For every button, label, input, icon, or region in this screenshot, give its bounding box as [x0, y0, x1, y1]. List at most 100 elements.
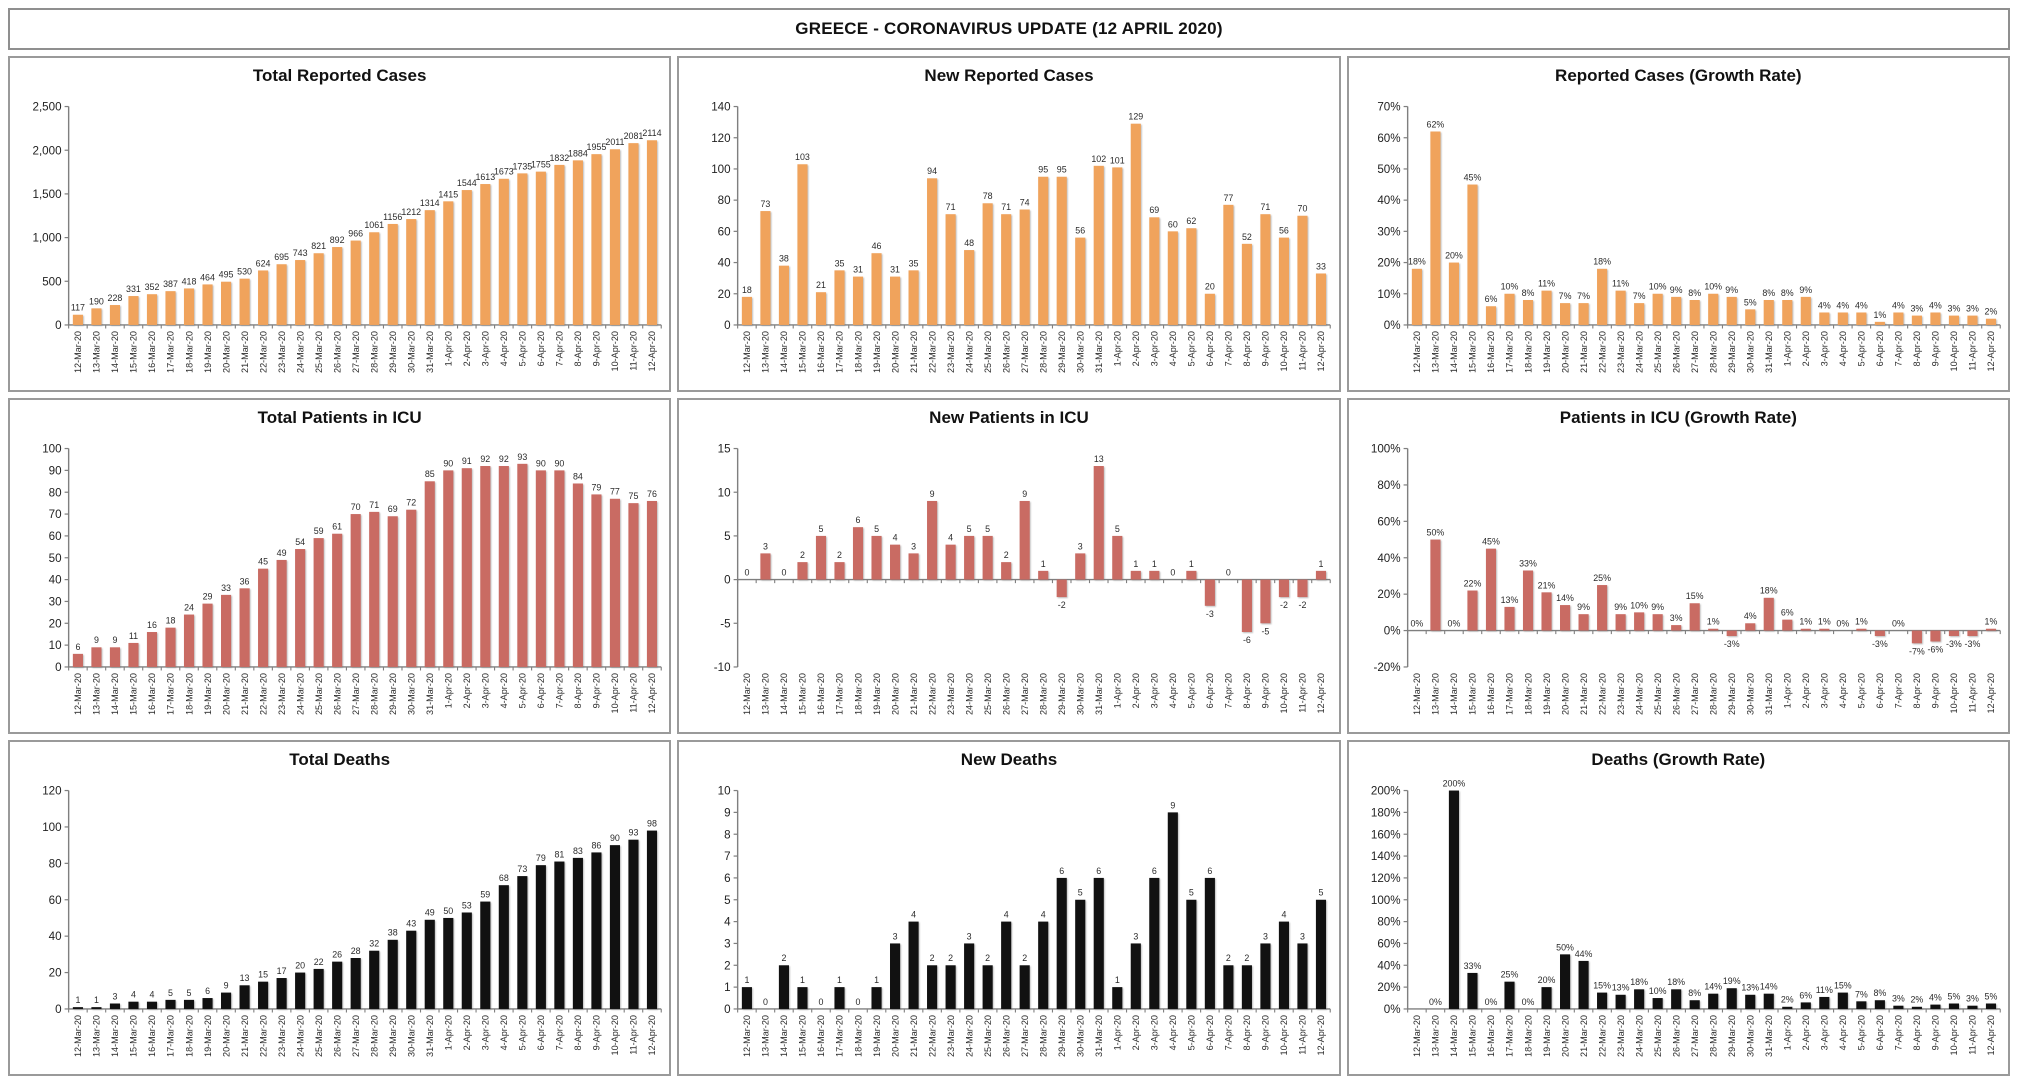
svg-text:530: 530 — [237, 267, 252, 277]
svg-text:1832: 1832 — [550, 153, 570, 163]
svg-text:0: 0 — [724, 574, 730, 587]
svg-text:61: 61 — [332, 522, 342, 532]
svg-text:17-Mar-20: 17-Mar-20 — [1504, 673, 1514, 715]
svg-text:12-Apr-20: 12-Apr-20 — [1317, 1015, 1327, 1055]
svg-text:72: 72 — [406, 498, 416, 508]
svg-text:71: 71 — [1002, 202, 1012, 212]
svg-text:12-Apr-20: 12-Apr-20 — [1986, 673, 1996, 713]
svg-text:11%: 11% — [1538, 279, 1555, 289]
svg-text:7-Apr-20: 7-Apr-20 — [1224, 673, 1234, 708]
svg-text:40: 40 — [49, 574, 62, 587]
svg-text:12-Mar-20: 12-Mar-20 — [1412, 673, 1422, 715]
svg-text:70: 70 — [1298, 204, 1308, 214]
chart-title: New Deaths — [960, 750, 1058, 769]
page-title-bar: GREECE - CORONAVIRUS UPDATE (12 APRIL 20… — [8, 8, 2010, 50]
svg-text:21-Mar-20: 21-Mar-20 — [909, 1015, 919, 1057]
svg-text:20%: 20% — [1377, 588, 1400, 601]
svg-text:-20%: -20% — [1373, 661, 1400, 674]
svg-text:9: 9 — [94, 635, 99, 645]
svg-text:22-Mar-20: 22-Mar-20 — [1597, 673, 1607, 715]
svg-text:33%: 33% — [1463, 961, 1481, 971]
svg-text:93: 93 — [517, 452, 527, 462]
svg-text:3-Apr-20: 3-Apr-20 — [481, 673, 491, 708]
svg-text:20-Mar-20: 20-Mar-20 — [1560, 673, 1570, 715]
svg-text:15-Mar-20: 15-Mar-20 — [1467, 331, 1477, 373]
svg-text:12-Apr-20: 12-Apr-20 — [647, 673, 657, 713]
svg-text:10-Apr-20: 10-Apr-20 — [1280, 673, 1290, 713]
svg-text:11%: 11% — [1612, 279, 1629, 289]
svg-text:4%: 4% — [1855, 300, 1868, 310]
svg-text:0: 0 — [724, 319, 730, 332]
svg-text:4: 4 — [948, 533, 953, 543]
svg-text:3: 3 — [1134, 931, 1139, 941]
svg-text:4: 4 — [911, 910, 916, 920]
svg-text:4%: 4% — [1836, 300, 1849, 310]
svg-text:31-Mar-20: 31-Mar-20 — [1764, 331, 1774, 373]
svg-text:0: 0 — [55, 319, 61, 332]
svg-text:5: 5 — [724, 894, 730, 907]
svg-text:14-Mar-20: 14-Mar-20 — [780, 1015, 790, 1057]
svg-text:418: 418 — [182, 276, 197, 286]
svg-text:101: 101 — [1110, 155, 1125, 165]
svg-text:11-Apr-20: 11-Apr-20 — [1967, 673, 1977, 713]
svg-text:18-Mar-20: 18-Mar-20 — [854, 1015, 864, 1057]
svg-text:1415: 1415 — [438, 189, 458, 199]
chart-panel-reported-cases-growth-rate: Reported Cases (Growth Rate) 0% 10% 20% 30%… — [1346, 56, 2010, 392]
svg-text:13-Mar-20: 13-Mar-20 — [92, 331, 102, 373]
svg-text:73: 73 — [761, 199, 771, 209]
svg-text:821: 821 — [311, 241, 326, 251]
svg-text:70: 70 — [49, 508, 62, 521]
svg-text:17-Mar-20: 17-Mar-20 — [1504, 331, 1514, 373]
svg-text:1735: 1735 — [512, 161, 532, 171]
svg-text:50%: 50% — [1556, 942, 1574, 952]
svg-text:27-Mar-20: 27-Mar-20 — [1020, 1015, 1030, 1057]
svg-text:50: 50 — [49, 552, 62, 565]
chart-plot-reported-cases-growth-rate: 0% 10% 20% 30% 40% 50% 60% 70% 18% 12-Mar-20 62% 13… — [1349, 86, 2008, 390]
svg-text:28-Mar-20: 28-Mar-20 — [1708, 1015, 1718, 1057]
svg-text:500: 500 — [42, 275, 61, 288]
svg-text:28-Mar-20: 28-Mar-20 — [369, 331, 379, 373]
svg-text:7-Apr-20: 7-Apr-20 — [555, 1015, 565, 1050]
svg-text:22-Mar-20: 22-Mar-20 — [1597, 331, 1607, 373]
svg-text:40: 40 — [49, 930, 62, 943]
svg-text:13: 13 — [1094, 454, 1104, 464]
svg-text:8-Apr-20: 8-Apr-20 — [573, 673, 583, 708]
svg-text:15: 15 — [258, 970, 268, 980]
svg-text:26-Mar-20: 26-Mar-20 — [1002, 673, 1012, 715]
svg-text:9: 9 — [1023, 489, 1028, 499]
svg-text:22-Mar-20: 22-Mar-20 — [928, 331, 938, 373]
svg-text:79: 79 — [536, 853, 546, 863]
svg-text:18%: 18% — [1630, 977, 1648, 987]
svg-text:14-Mar-20: 14-Mar-20 — [110, 673, 120, 715]
svg-text:8-Apr-20: 8-Apr-20 — [1242, 331, 1252, 366]
svg-text:387: 387 — [163, 279, 178, 289]
svg-text:5: 5 — [1189, 888, 1194, 898]
svg-text:52: 52 — [1242, 232, 1252, 242]
svg-text:4%: 4% — [1743, 611, 1756, 621]
svg-text:93: 93 — [629, 828, 639, 838]
svg-text:4-Apr-20: 4-Apr-20 — [499, 1015, 509, 1050]
charts-grid: Total Reported Cases 0 500 1,000 1,500 2,000… — [8, 56, 2010, 1076]
svg-text:18-Mar-20: 18-Mar-20 — [1523, 1015, 1533, 1057]
svg-text:100: 100 — [42, 821, 61, 834]
svg-text:6%: 6% — [1484, 294, 1497, 304]
svg-text:25-Mar-20: 25-Mar-20 — [314, 673, 324, 715]
svg-text:4-Apr-20: 4-Apr-20 — [1168, 673, 1178, 708]
svg-text:2-Apr-20: 2-Apr-20 — [462, 673, 472, 708]
chart-title: New Reported Cases — [924, 66, 1094, 85]
svg-text:20%: 20% — [1445, 251, 1463, 261]
svg-text:9-Apr-20: 9-Apr-20 — [1930, 1015, 1940, 1050]
svg-text:0: 0 — [763, 997, 768, 1007]
svg-text:9-Apr-20: 9-Apr-20 — [592, 331, 602, 366]
svg-text:31: 31 — [853, 265, 863, 275]
chart-plot-new-deaths: 0 1 2 3 4 5 6 7 8 9 10 1 12-Mar-20 0 13-Mar-20 2 14-Mar-… — [679, 770, 1338, 1074]
svg-text:190: 190 — [89, 296, 104, 306]
svg-text:84: 84 — [573, 471, 583, 481]
svg-text:23-Mar-20: 23-Mar-20 — [946, 673, 956, 715]
svg-text:80: 80 — [718, 194, 731, 207]
svg-text:495: 495 — [219, 270, 234, 280]
svg-text:8-Apr-20: 8-Apr-20 — [573, 1015, 583, 1050]
svg-text:9: 9 — [1171, 800, 1176, 810]
svg-text:15-Mar-20: 15-Mar-20 — [129, 331, 139, 373]
svg-text:27-Mar-20: 27-Mar-20 — [1690, 1015, 1700, 1057]
